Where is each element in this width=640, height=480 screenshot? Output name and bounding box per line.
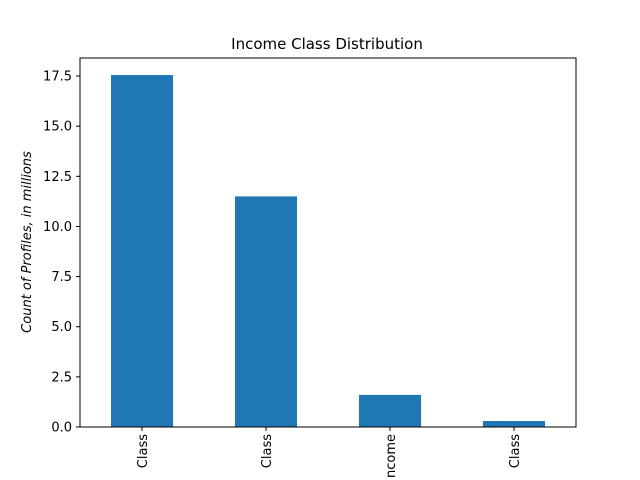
bar-3 <box>483 420 545 427</box>
bar-1 <box>235 196 297 427</box>
y-tick-label: 17.5 <box>43 70 72 85</box>
bars-group <box>111 75 545 427</box>
y-tick-label: 5.0 <box>51 320 72 335</box>
x-tick-label: Class <box>260 434 275 468</box>
chart-title: Income Class Distribution <box>231 35 423 53</box>
x-tick-label: ncome <box>384 434 399 478</box>
y-tick-label: 10.0 <box>43 220 72 235</box>
x-tick-label: Class <box>136 434 151 468</box>
x-tick-label: Class <box>508 434 523 468</box>
y-axis-ticks: 0.0 2.5 5.0 7.5 10.0 12.5 15.0 17.5 <box>43 70 80 436</box>
bar-0 <box>111 75 173 427</box>
y-tick-label: 7.5 <box>51 270 72 285</box>
y-tick-label: 2.5 <box>51 370 72 385</box>
y-axis-label: Count of Profiles, in millions <box>20 151 35 333</box>
bar-2 <box>359 394 421 427</box>
y-tick-label: 15.0 <box>43 120 72 135</box>
y-tick-label: 0.0 <box>51 421 72 436</box>
x-axis-ticks: Class Class ncome Class <box>136 427 523 478</box>
y-tick-label: 12.5 <box>43 170 72 185</box>
plot-frame <box>79 57 577 428</box>
